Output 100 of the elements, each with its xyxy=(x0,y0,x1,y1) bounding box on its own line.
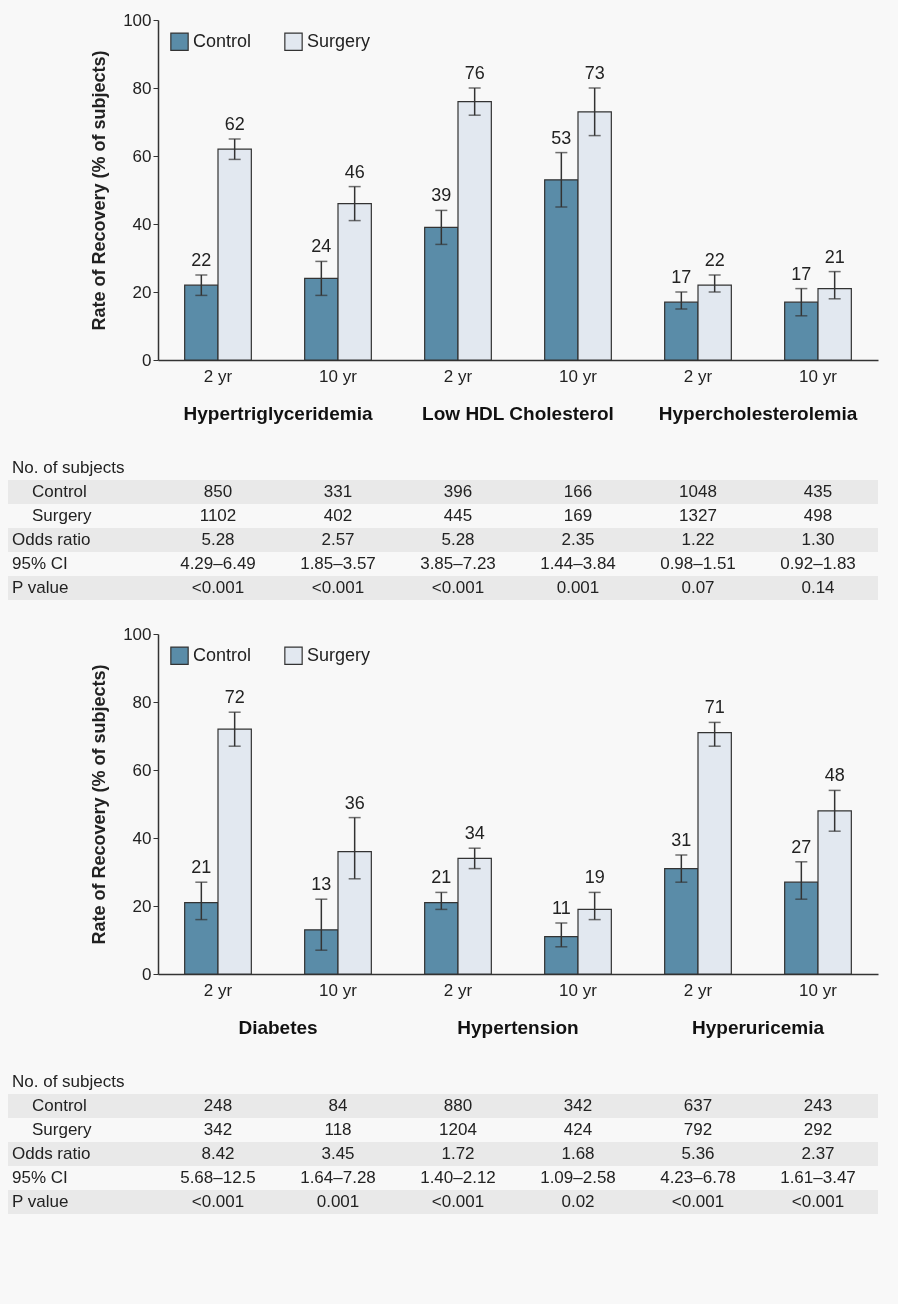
legend-label: Surgery xyxy=(307,30,371,51)
text: Diabetes xyxy=(238,1017,318,1038)
text: 1.68 xyxy=(518,1142,638,1166)
text: 1327 xyxy=(678,505,718,527)
text: 2.57 xyxy=(278,528,398,552)
text: 0.001 xyxy=(518,576,638,600)
y-tick-label: 40 xyxy=(132,828,152,848)
text: 637 xyxy=(638,1094,758,1118)
text: 445 xyxy=(442,505,474,527)
data-label: 27 xyxy=(791,836,812,857)
text: <0.001 xyxy=(398,1190,518,1214)
text: 248 xyxy=(158,1094,278,1118)
text: 292 xyxy=(802,1119,834,1141)
y-tick-label: 100 xyxy=(123,10,152,30)
text: 169 xyxy=(562,505,594,527)
text: 331 xyxy=(278,480,398,504)
text: 84 xyxy=(278,1094,398,1118)
text: 118 xyxy=(323,1119,353,1141)
text: 342 xyxy=(518,1094,638,1118)
x-tick-label: 10 yr xyxy=(559,980,598,1000)
text: 396 xyxy=(398,480,518,504)
text: Surgery xyxy=(31,1119,93,1141)
text: 2.37 xyxy=(758,1142,878,1166)
text: Hypertension xyxy=(457,1017,579,1038)
text: 3.85–7.23 xyxy=(419,553,497,575)
x-tick-label: 2 yr xyxy=(443,980,473,1000)
data-label: 53 xyxy=(551,127,572,148)
data-label: 22 xyxy=(191,250,212,270)
text: Hypertriglyceridemia xyxy=(183,403,373,424)
y-tick-label: 80 xyxy=(132,692,152,712)
text: 342 xyxy=(202,1119,234,1141)
text: 4.29–6.49 xyxy=(179,553,257,575)
y-axis-title: Rate of Recovery (% of subjects) xyxy=(89,664,110,945)
y-tick-label: 0 xyxy=(142,350,152,370)
y-tick-label: 60 xyxy=(132,760,152,780)
data-label: 76 xyxy=(464,63,485,83)
data-label: 24 xyxy=(311,236,332,257)
text: 0.92–1.83 xyxy=(779,553,857,575)
text: 1.40–2.12 xyxy=(419,1167,497,1189)
text: 850 xyxy=(158,480,278,504)
text: 1.30 xyxy=(758,528,878,552)
data-label: 19 xyxy=(584,867,605,888)
text: 1.72 xyxy=(398,1142,518,1166)
x-tick-label: 10 yr xyxy=(319,980,358,1000)
x-tick-label: 2 yr xyxy=(203,366,233,386)
y-tick-label: 20 xyxy=(132,896,152,916)
text: Low HDL Cholesterol xyxy=(422,403,614,424)
data-label: 39 xyxy=(431,185,452,206)
data-label: 17 xyxy=(671,267,692,287)
text: 1204 xyxy=(438,1119,478,1141)
x-tick-label: 2 yr xyxy=(443,366,473,386)
x-tick-label: 2 yr xyxy=(203,980,233,1000)
data-label: 11 xyxy=(551,898,571,918)
text: Surgery xyxy=(31,505,93,527)
text: 0.14 xyxy=(758,576,878,600)
text: 243 xyxy=(758,1094,878,1118)
text: Hyperuricemia xyxy=(691,1017,825,1038)
text: 1.64–7.28 xyxy=(299,1167,377,1189)
data-label: 62 xyxy=(224,114,245,134)
data-label: 72 xyxy=(224,687,245,708)
data-label: 71 xyxy=(704,697,725,718)
text: 5.28 xyxy=(158,528,278,552)
text: <0.001 xyxy=(758,1190,878,1214)
text: <0.001 xyxy=(398,576,518,600)
x-tick-label: 10 yr xyxy=(559,366,598,386)
text: 880 xyxy=(398,1094,518,1118)
text: 5.36 xyxy=(638,1142,758,1166)
y-tick-label: 100 xyxy=(123,624,152,644)
text: <0.001 xyxy=(158,1190,278,1214)
text: 1.61–3.47 xyxy=(779,1167,857,1189)
text: 435 xyxy=(758,480,878,504)
text: 0.98–1.51 xyxy=(659,553,737,575)
y-tick-label: 80 xyxy=(132,78,152,98)
text: Odds ratio xyxy=(8,1142,158,1166)
text: 498 xyxy=(802,505,834,527)
text: 166 xyxy=(518,480,638,504)
text: 2.35 xyxy=(518,528,638,552)
text: 1048 xyxy=(638,480,758,504)
text: <0.001 xyxy=(638,1190,758,1214)
y-tick-label: 40 xyxy=(132,214,152,234)
text: 8.42 xyxy=(158,1142,278,1166)
x-tick-label: 10 yr xyxy=(799,980,838,1000)
y-tick-label: 0 xyxy=(142,964,152,984)
y-tick-label: 20 xyxy=(132,282,152,302)
text: No. of subjects xyxy=(11,1071,126,1093)
text: Hypercholesterolemia xyxy=(658,403,858,424)
data-label: 34 xyxy=(464,823,485,844)
text: 95% CI xyxy=(11,553,69,575)
y-axis-title: Rate of Recovery (% of subjects) xyxy=(89,50,110,331)
text: 4.23–6.78 xyxy=(659,1167,737,1189)
legend-label: Control xyxy=(193,30,252,51)
text: 5.68–12.5 xyxy=(179,1167,257,1189)
text: Odds ratio xyxy=(8,528,158,552)
text: 5.28 xyxy=(398,528,518,552)
text: 1.44–3.84 xyxy=(539,553,617,575)
text: 0.001 xyxy=(278,1190,398,1214)
x-tick-label: 2 yr xyxy=(683,366,713,386)
text: 95% CI xyxy=(11,1167,69,1189)
text: 0.07 xyxy=(638,576,758,600)
data-label: 46 xyxy=(344,161,365,182)
